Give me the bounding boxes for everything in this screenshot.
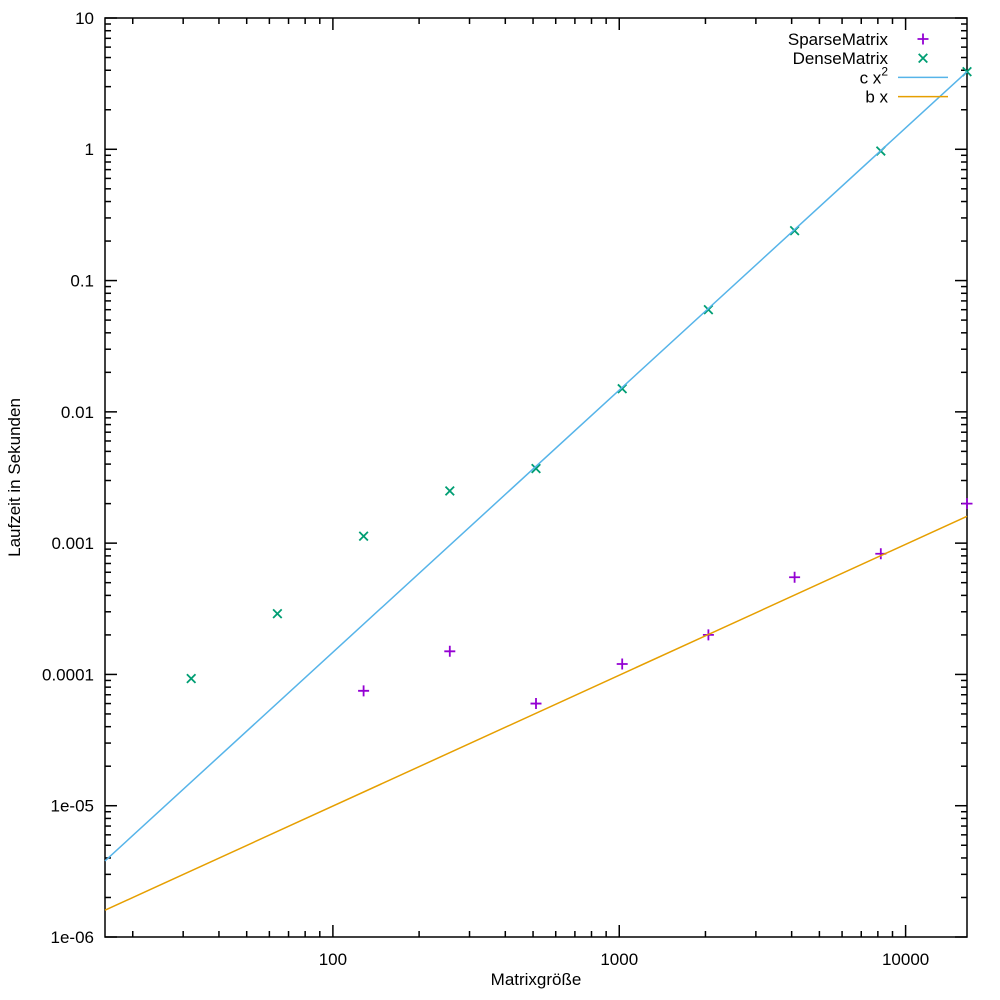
y-tick-label: 10	[75, 9, 94, 28]
legend-marker-sample	[918, 53, 928, 64]
data-point	[789, 571, 801, 583]
data-point	[358, 531, 369, 542]
legend-label-text: SparseMatrix	[788, 30, 889, 49]
data-point	[961, 498, 973, 510]
legend-label: b x	[865, 88, 888, 107]
series-b-x	[104, 515, 968, 911]
x-tick-label: 100	[319, 950, 347, 969]
data-point	[272, 608, 283, 619]
data-point	[444, 485, 455, 496]
fit-line	[104, 515, 968, 911]
data-point	[444, 645, 456, 657]
x-tick-label: 1000	[600, 950, 638, 969]
y-tick-label: 0.1	[70, 272, 94, 291]
y-axis-label: Laufzeit in Sekunden	[5, 398, 24, 557]
legend-label-text: c x	[860, 68, 882, 87]
y-tick-label: 1e-06	[51, 928, 94, 947]
x-tick-label: 10000	[882, 950, 929, 969]
legend-label-superscript: 2	[881, 64, 888, 78]
data-point	[186, 673, 197, 684]
x-axis-ticks	[132, 18, 907, 937]
legend-label: SparseMatrix	[788, 30, 889, 49]
y-tick-label: 1	[85, 140, 94, 159]
data-point	[616, 658, 628, 670]
legend-label-text: DenseMatrix	[793, 49, 889, 68]
series-densematrix	[186, 66, 972, 684]
legend-label: DenseMatrix	[793, 49, 889, 68]
plot-border	[104, 17, 968, 938]
legend-label-text: b x	[865, 88, 888, 107]
y-tick-label: 0.01	[61, 403, 94, 422]
y-tick-label: 1e-05	[51, 797, 94, 816]
y-tick-label: 0.001	[51, 534, 94, 553]
fit-line	[104, 71, 968, 862]
y-axis-ticks	[105, 17, 967, 938]
legend-marker-sample	[917, 33, 929, 45]
series-c-x	[104, 71, 968, 862]
data-point	[617, 383, 628, 394]
legend-label: c x2	[860, 64, 889, 87]
y-tick-label: 0.0001	[42, 665, 94, 684]
data-point	[530, 698, 542, 710]
data-point	[531, 463, 541, 474]
data-point	[358, 685, 370, 697]
x-axis-label: Matrixgröße	[491, 970, 582, 989]
